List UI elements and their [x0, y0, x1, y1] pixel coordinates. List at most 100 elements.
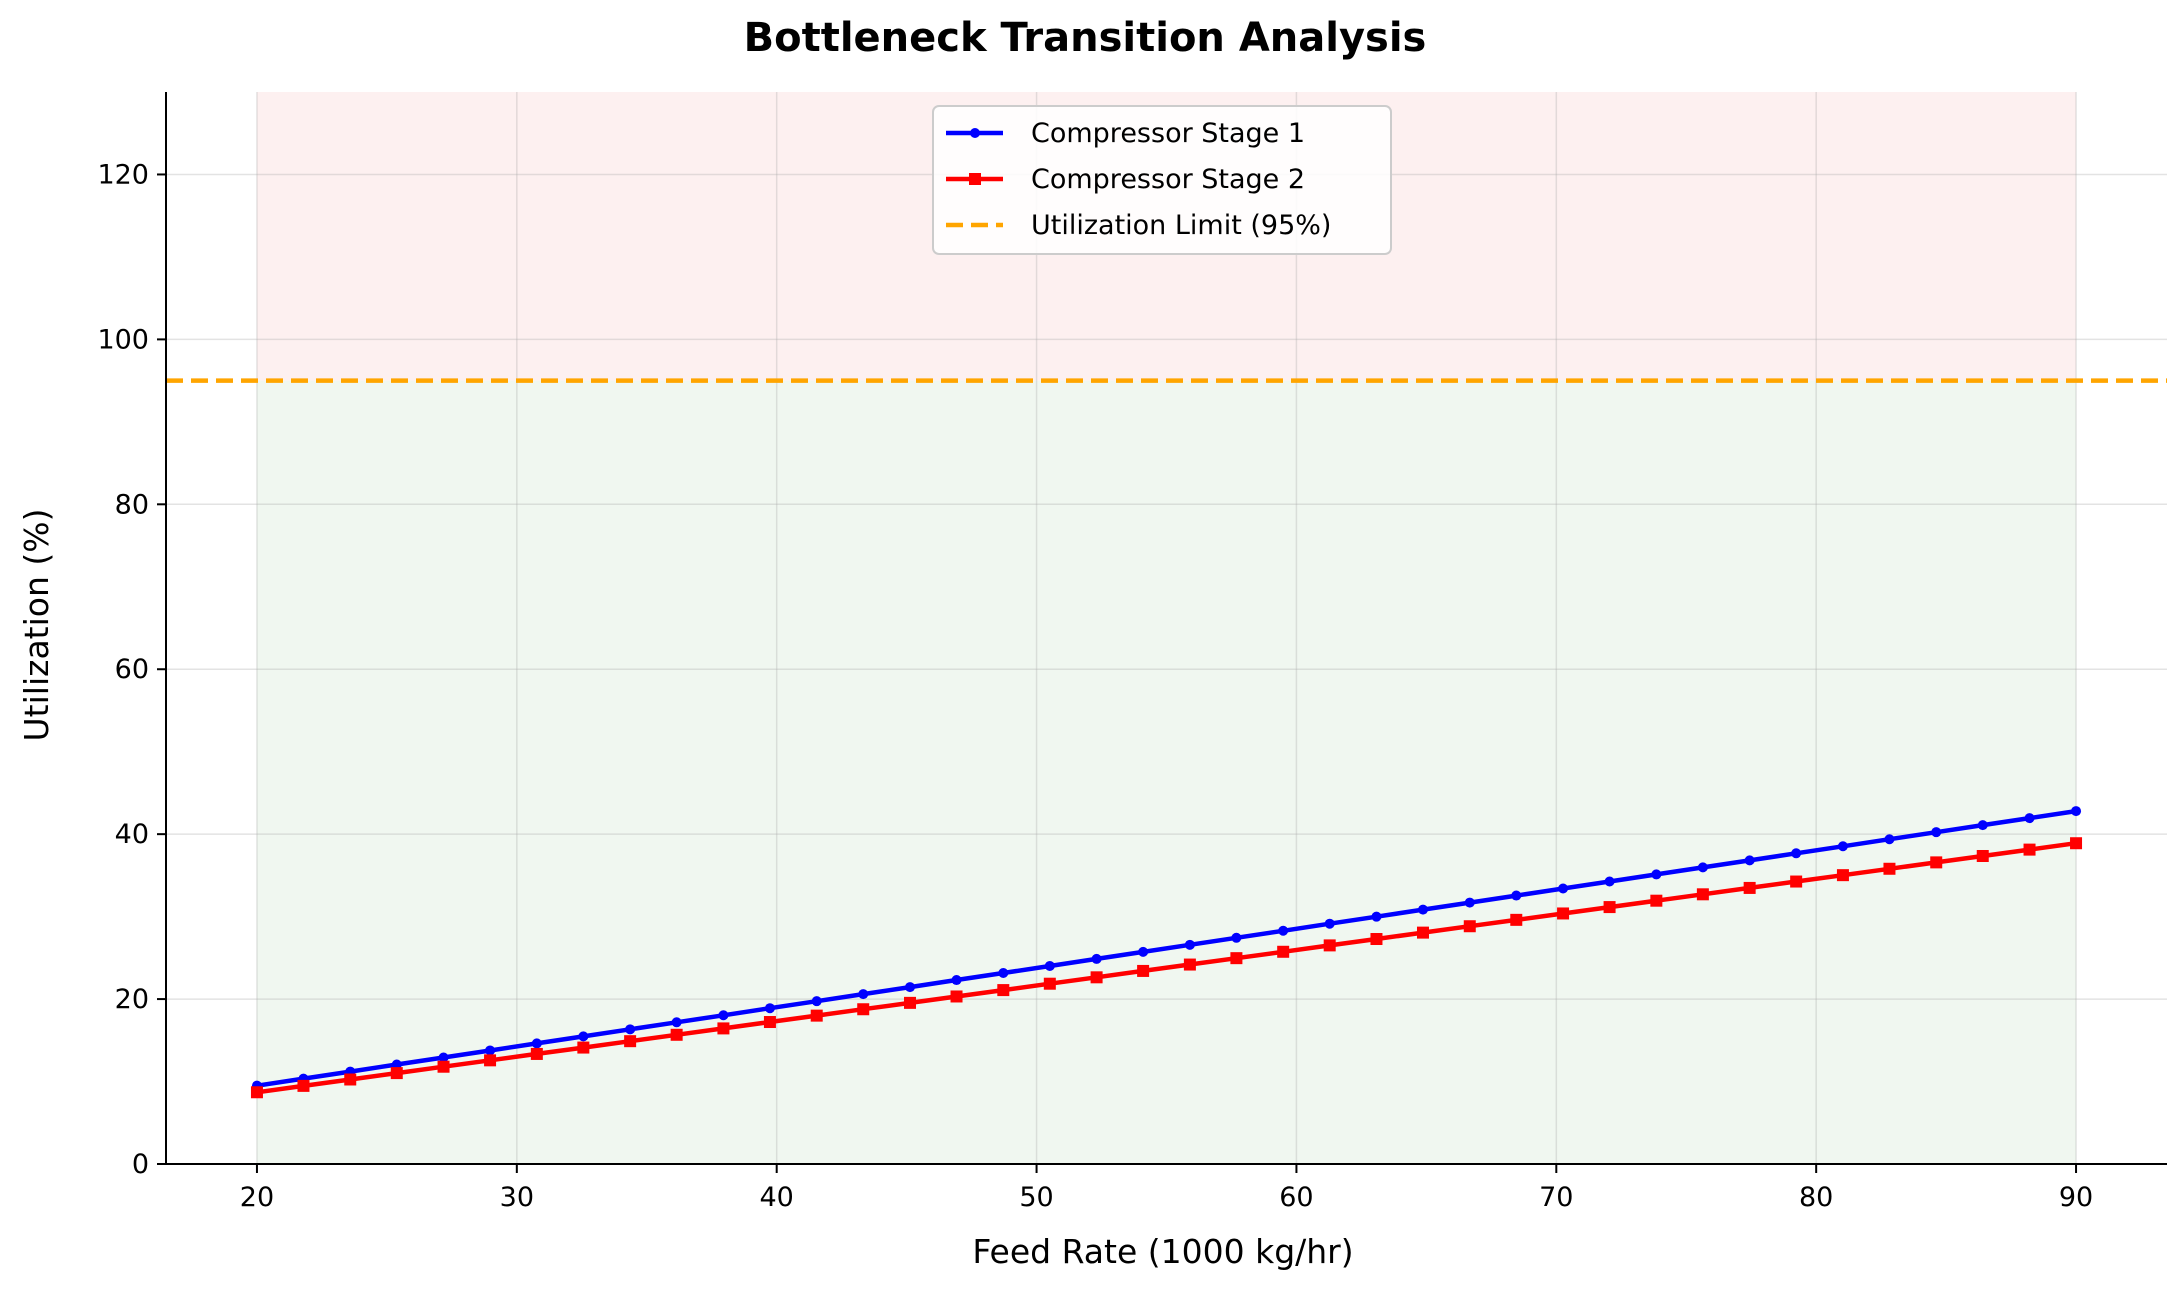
data-point-stage-1	[438, 1052, 449, 1063]
legend-marker-stage-1	[970, 128, 980, 138]
data-point-stage-1	[718, 1010, 729, 1021]
series-line-2	[256, 840, 2077, 1095]
data-point-stage-2	[250, 1086, 263, 1099]
data-point-stage-2	[950, 990, 963, 1003]
grid-lines	[166, 92, 2167, 1165]
data-point-stage-2	[344, 1073, 357, 1086]
data-point-stage-2	[1370, 933, 1383, 946]
data-point-stage-2	[1743, 881, 1756, 894]
data-point-stage-2	[763, 1016, 776, 1029]
data-point-stage-1	[1044, 960, 1055, 971]
data-point-stage-1	[578, 1031, 589, 1042]
data-point-stage-1	[1184, 939, 1195, 950]
legend-marker-stage-2	[969, 173, 981, 185]
data-point-stage-1	[671, 1017, 682, 1028]
data-point-stage-1	[1884, 834, 1895, 845]
data-point-stage-2	[670, 1028, 683, 1041]
x-tick-label: 70	[1539, 1182, 1573, 1213]
data-point-stage-1	[1231, 932, 1242, 943]
data-point-stage-1	[485, 1045, 496, 1056]
y-tick-label: 40	[115, 819, 149, 850]
x-tick-label: 20	[240, 1182, 274, 1213]
data-point-stage-1	[1931, 827, 1942, 838]
data-point-stage-1	[811, 996, 822, 1007]
data-point-stage-1	[2024, 813, 2035, 824]
data-point-stage-1	[1837, 841, 1848, 852]
data-point-stage-1	[764, 1003, 775, 1014]
data-point-stage-1	[391, 1059, 402, 1070]
series-line-1	[256, 808, 2077, 1088]
data-point-stage-2	[1043, 977, 1056, 990]
data-point-stage-1	[1744, 855, 1755, 866]
data-point-stage-2	[1510, 913, 1523, 926]
data-point-stage-1	[1511, 890, 1522, 901]
data-point-stage-2	[437, 1060, 450, 1073]
data-point-stage-1	[1278, 925, 1289, 936]
data-point-stage-1	[858, 989, 869, 1000]
data-point-stage-2	[717, 1022, 730, 1035]
data-point-stage-1	[951, 975, 962, 986]
y-tick-label: 20	[115, 984, 149, 1015]
data-point-stage-2	[484, 1054, 497, 1067]
data-point-stage-2	[904, 996, 917, 1009]
data-point-stage-1	[905, 982, 916, 993]
data-point-stage-2	[1137, 964, 1150, 977]
chart-title: Bottleneck Transition Analysis	[744, 15, 1427, 61]
y-axis-label: Utilization (%)	[17, 509, 56, 742]
data-point-stage-2	[624, 1035, 637, 1048]
legend-label-stage-1: Compressor Stage 1	[1031, 118, 1305, 149]
data-point-stage-1	[1558, 883, 1569, 894]
data-point-stage-2	[1976, 849, 1989, 862]
x-tick-label: 50	[1019, 1182, 1053, 1213]
data-point-stage-1	[1604, 876, 1615, 887]
region-safe	[256, 380, 2077, 1165]
series-group	[250, 806, 2083, 1099]
x-tick-label: 90	[2059, 1182, 2093, 1213]
legend: Compressor Stage 1 Compressor Stage 2 Ut…	[932, 105, 1392, 255]
data-point-stage-2	[577, 1041, 590, 1054]
x-axis-label: Feed Rate (1000 kg/hr)	[972, 1232, 1353, 1271]
x-tick-label: 60	[1279, 1182, 1313, 1213]
data-point-stage-1	[625, 1024, 636, 1035]
data-point-stage-2	[1790, 875, 1803, 888]
y-tick-label: 120	[97, 159, 149, 190]
data-point-stage-1	[2071, 806, 2082, 817]
data-point-stage-2	[1603, 901, 1616, 914]
legend-frame	[932, 105, 1392, 255]
y-tick-label: 60	[115, 654, 149, 685]
data-point-stage-2	[530, 1047, 543, 1060]
data-point-stage-2	[1930, 856, 1943, 869]
data-point-stage-1	[1138, 946, 1149, 957]
x-tick-label: 30	[500, 1182, 534, 1213]
y-tick-label: 0	[132, 1149, 149, 1180]
data-point-stage-1	[998, 968, 1009, 979]
data-point-stage-2	[1090, 971, 1103, 984]
data-point-stage-2	[1696, 888, 1709, 901]
y-tick-label: 80	[115, 489, 149, 520]
data-point-stage-2	[1650, 894, 1663, 907]
data-point-stage-2	[1277, 945, 1290, 958]
data-point-stage-1	[1977, 820, 1988, 831]
data-point-stage-2	[1416, 926, 1429, 939]
legend-label-limit: Utilization Limit (95%)	[1031, 210, 1331, 241]
data-point-stage-2	[1883, 862, 1896, 875]
y-tick-label: 100	[97, 324, 149, 355]
data-point-stage-1	[1697, 862, 1708, 873]
x-tick-label: 80	[1799, 1182, 1833, 1213]
data-point-stage-1	[1417, 904, 1428, 915]
data-point-stage-1	[1791, 848, 1802, 859]
axes	[165, 92, 2167, 1165]
x-tick-label: 40	[760, 1182, 794, 1213]
data-point-stage-2	[1183, 958, 1196, 971]
data-point-stage-2	[1230, 952, 1243, 965]
data-point-stage-2	[1323, 939, 1336, 952]
data-point-stage-1	[1651, 869, 1662, 880]
data-point-stage-1	[1371, 911, 1382, 922]
data-point-stage-2	[2070, 837, 2083, 850]
ticks: 20 30 40 50 60 70 80 90 0 20 40 60 80 100 120	[97, 159, 2093, 1213]
data-point-stage-1	[1464, 897, 1475, 908]
data-point-stage-2	[390, 1067, 403, 1080]
data-point-stage-2	[1836, 869, 1849, 882]
data-point-stage-2	[997, 984, 1010, 997]
